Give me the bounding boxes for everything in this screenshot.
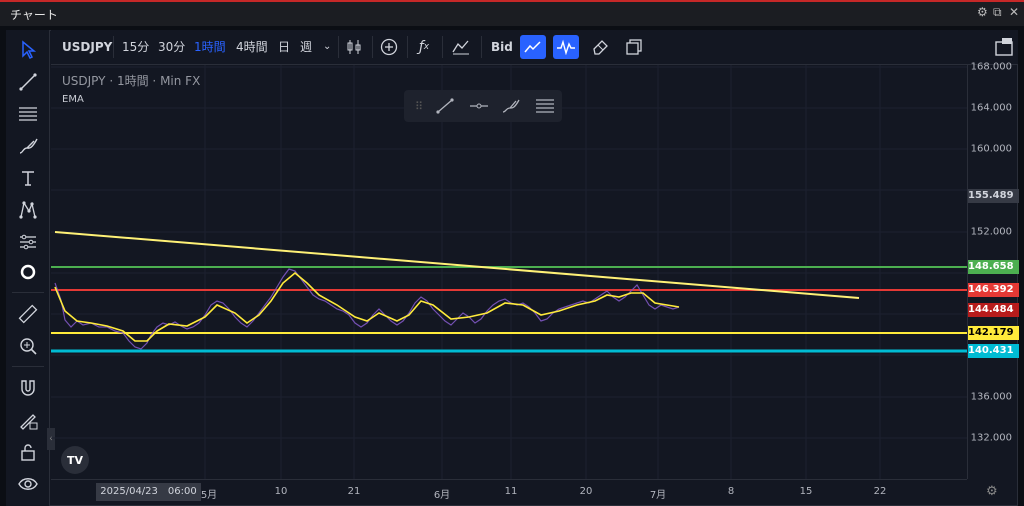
trendline[interactable] xyxy=(54,231,860,299)
price-tick: 160.000 xyxy=(970,143,1012,155)
clone-icon[interactable] xyxy=(621,35,647,59)
price-series xyxy=(54,268,680,350)
interval-day[interactable]: 日 xyxy=(278,40,291,54)
ruler-icon[interactable] xyxy=(16,302,40,326)
brush-icon[interactable] xyxy=(498,94,524,118)
fib-icon[interactable] xyxy=(532,94,558,118)
settings-icon[interactable]: ⚙ xyxy=(977,5,988,19)
magnet-icon[interactable] xyxy=(16,376,40,400)
unlock-icon[interactable] xyxy=(16,440,40,464)
chevron-down-icon[interactable]: ⌄ xyxy=(323,41,332,52)
time-tick: 21 xyxy=(347,486,361,497)
legend-indicator[interactable]: EMA xyxy=(62,94,84,105)
cursor-icon[interactable] xyxy=(16,38,40,62)
current-price-label: 155.489 xyxy=(968,189,1019,203)
popout-icon[interactable]: ⧉ xyxy=(993,5,1002,19)
eraser-icon[interactable] xyxy=(587,35,613,59)
tradingview-logo[interactable]: TV xyxy=(61,446,89,474)
compare-icon[interactable] xyxy=(448,35,474,59)
fib-icon[interactable] xyxy=(16,102,40,126)
legend-source: Min FX xyxy=(160,74,201,88)
collapse-toolbar-button[interactable]: ‹ xyxy=(47,428,55,450)
level-label-yellow: 142.179 xyxy=(968,326,1019,340)
floating-drawing-toolbar: ⠿ xyxy=(404,90,562,122)
brush-icon[interactable] xyxy=(16,134,40,158)
toolbar-separator xyxy=(407,36,408,58)
logo-text: TV xyxy=(66,453,84,467)
toolbar-separator xyxy=(113,36,114,58)
horizontal-ray-icon[interactable] xyxy=(466,94,492,118)
time-tick: 10 xyxy=(274,486,288,497)
interval-4h[interactable]: 4時間 xyxy=(236,40,268,54)
window-title: チャート xyxy=(10,8,58,22)
candle-icon[interactable] xyxy=(341,35,367,59)
interval-15m[interactable]: 15分 xyxy=(122,40,150,54)
toolbar-separator xyxy=(481,36,482,58)
chart-legend: USDJPY · 1時間 · Min FX EMA xyxy=(62,74,201,105)
price-tick: 168.000 xyxy=(970,61,1012,73)
interval-30m[interactable]: 30分 xyxy=(158,40,186,54)
bid-button[interactable]: Bid xyxy=(491,40,513,54)
layout-icon[interactable] xyxy=(991,35,1017,59)
time-tick: 7月 xyxy=(649,490,667,501)
price-chart[interactable] xyxy=(51,65,967,479)
price-tick: 152.000 xyxy=(970,226,1012,238)
zoom-in-icon[interactable] xyxy=(16,334,40,358)
left-toolbar xyxy=(6,30,50,506)
interval-1h[interactable]: 1時間 xyxy=(194,40,226,54)
symbol-button[interactable]: USDJPY xyxy=(62,40,113,54)
level-label-red: 146.392 xyxy=(968,283,1019,297)
time-tick: 15 xyxy=(799,486,813,497)
level-label-cyan: 140.431 xyxy=(968,344,1019,358)
time-tick: 6月 xyxy=(433,490,451,501)
time-axis[interactable]: 5月 10 21 6月 11 20 7月 8 15 22 xyxy=(51,479,967,506)
toolbar-separator xyxy=(372,36,373,58)
close-icon[interactable]: ✕ xyxy=(1009,5,1020,19)
interval-week[interactable]: 週 xyxy=(300,40,313,54)
pattern-icon[interactable] xyxy=(16,198,40,222)
toolbar-separator xyxy=(338,36,339,58)
price-tick: 164.000 xyxy=(970,102,1012,114)
time-tick: 5月 xyxy=(200,490,218,501)
legend-interval: 1時間 xyxy=(116,74,149,88)
lock-drawing-icon[interactable] xyxy=(16,408,40,432)
price-tick: 132.000 xyxy=(970,432,1012,444)
measure-settings-icon[interactable] xyxy=(16,230,40,254)
circle-icon[interactable] xyxy=(16,260,40,284)
time-tick: 20 xyxy=(579,486,593,497)
time-tick: 8 xyxy=(727,486,735,497)
price-tick: 136.000 xyxy=(970,391,1012,403)
gear-icon[interactable]: ⚙ xyxy=(986,484,998,499)
ema-series xyxy=(54,271,680,342)
text-icon[interactable] xyxy=(16,166,40,190)
price-axis[interactable]: 168.000 164.000 160.000 152.000 136.000 … xyxy=(967,61,1019,479)
toolbar-separator xyxy=(12,292,44,293)
level-label-green: 148.658 xyxy=(968,260,1019,274)
crosshair-date-label: 2025/04/23 06:00 xyxy=(96,483,201,501)
time-tick: 11 xyxy=(504,486,518,497)
window-titlebar: チャート ⚙ ⧉ ✕ xyxy=(0,0,1024,26)
trendline-icon[interactable] xyxy=(16,70,40,94)
last-price-label: 144.484 xyxy=(968,303,1019,317)
time-tick: 22 xyxy=(873,486,887,497)
wave-icon[interactable] xyxy=(553,35,579,59)
drag-handle-icon[interactable]: ⠿ xyxy=(414,99,424,113)
eye-icon[interactable] xyxy=(16,472,40,496)
line-chart-icon[interactable] xyxy=(520,35,546,59)
add-indicator-icon[interactable] xyxy=(376,35,402,59)
toolbar-separator xyxy=(442,36,443,58)
trendline-icon[interactable] xyxy=(432,94,458,118)
toolbar-separator xyxy=(12,366,44,367)
legend-symbol: USDJPY xyxy=(62,74,106,88)
